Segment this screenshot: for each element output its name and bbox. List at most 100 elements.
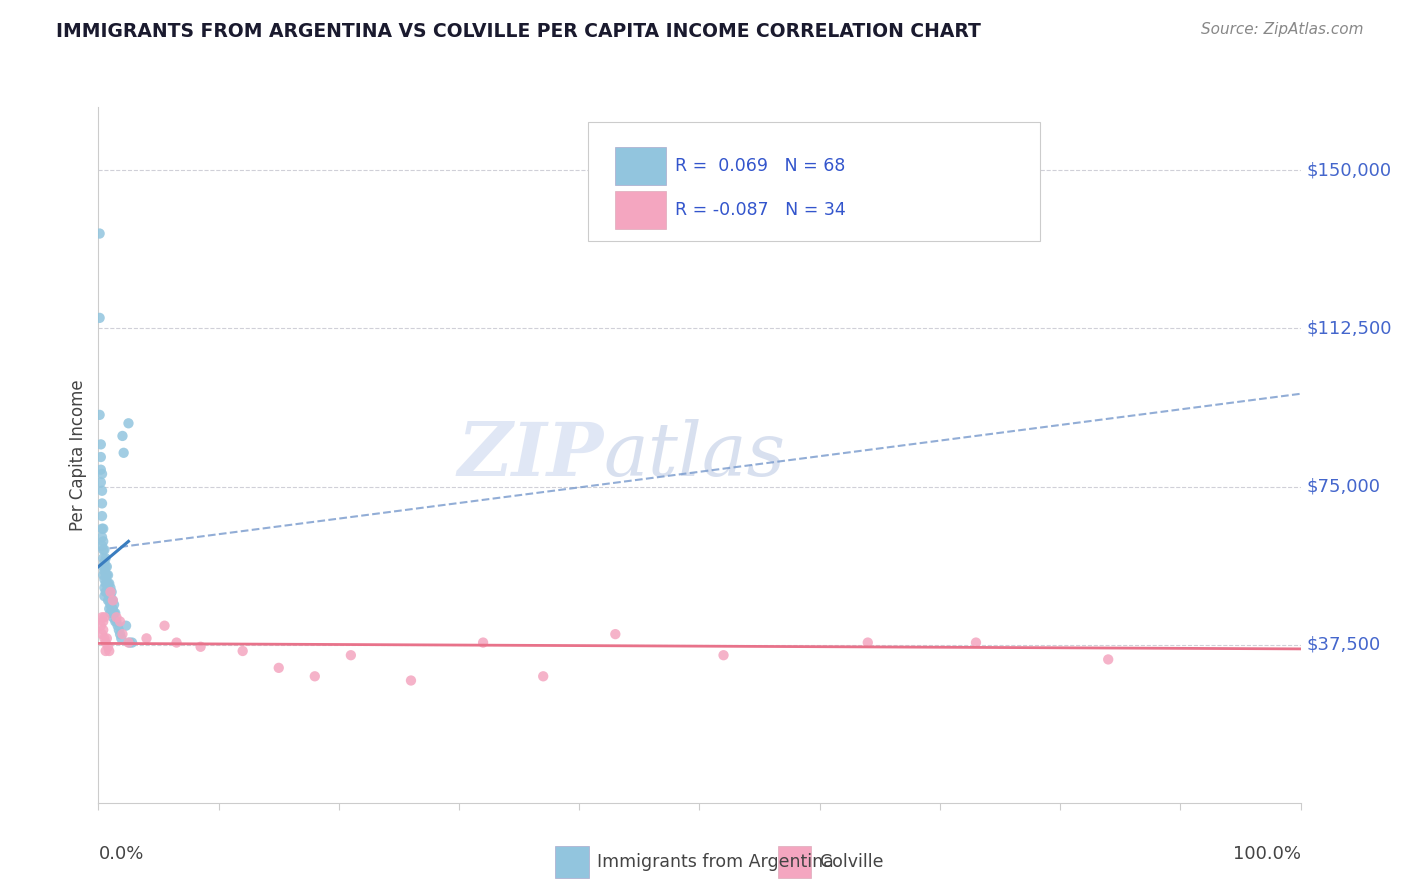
FancyBboxPatch shape bbox=[778, 847, 811, 878]
Point bbox=[110, 632, 132, 646]
Point bbox=[91, 483, 114, 498]
Point bbox=[97, 568, 120, 582]
Point bbox=[93, 572, 115, 586]
Point bbox=[91, 627, 114, 641]
Point bbox=[340, 648, 363, 663]
Point bbox=[100, 602, 122, 616]
Point bbox=[91, 496, 114, 510]
Text: IMMIGRANTS FROM ARGENTINA VS COLVILLE PER CAPITA INCOME CORRELATION CHART: IMMIGRANTS FROM ARGENTINA VS COLVILLE PE… bbox=[56, 22, 981, 41]
Text: Immigrants from Argentina: Immigrants from Argentina bbox=[598, 853, 834, 871]
Point bbox=[107, 618, 129, 632]
Point bbox=[100, 581, 122, 595]
Point bbox=[93, 542, 115, 557]
Point bbox=[96, 568, 118, 582]
Point bbox=[89, 227, 111, 241]
Point bbox=[90, 463, 112, 477]
Point bbox=[100, 585, 122, 599]
Point bbox=[117, 417, 139, 431]
Point bbox=[531, 669, 554, 683]
Point bbox=[94, 635, 117, 649]
Point bbox=[90, 450, 112, 464]
Point bbox=[89, 408, 111, 422]
Point bbox=[91, 610, 114, 624]
Point bbox=[96, 576, 118, 591]
Point bbox=[93, 589, 115, 603]
Point bbox=[91, 534, 114, 549]
Point bbox=[96, 585, 118, 599]
Point bbox=[93, 564, 115, 578]
Point bbox=[97, 585, 120, 599]
Point bbox=[91, 542, 114, 557]
Point bbox=[100, 598, 122, 612]
Point bbox=[105, 615, 128, 629]
Point bbox=[117, 635, 139, 649]
Point bbox=[104, 615, 127, 629]
Point bbox=[472, 635, 495, 649]
Point bbox=[101, 610, 124, 624]
FancyBboxPatch shape bbox=[616, 191, 666, 229]
Text: $150,000: $150,000 bbox=[1306, 161, 1392, 179]
Text: Source: ZipAtlas.com: Source: ZipAtlas.com bbox=[1201, 22, 1364, 37]
Point bbox=[111, 627, 134, 641]
Point bbox=[90, 437, 112, 451]
Point bbox=[190, 640, 212, 654]
Point bbox=[97, 576, 120, 591]
Point bbox=[399, 673, 422, 688]
Point bbox=[91, 539, 114, 553]
Point bbox=[111, 429, 134, 443]
Text: 100.0%: 100.0% bbox=[1233, 845, 1301, 863]
Point bbox=[965, 635, 987, 649]
Point bbox=[100, 593, 122, 607]
Point bbox=[94, 568, 117, 582]
Text: ZIP: ZIP bbox=[457, 418, 603, 491]
Point bbox=[103, 598, 125, 612]
Text: R =  0.069   N = 68: R = 0.069 N = 68 bbox=[675, 157, 846, 175]
Point bbox=[166, 635, 188, 649]
Point bbox=[96, 632, 118, 646]
Point bbox=[1097, 652, 1119, 666]
Text: Colville: Colville bbox=[820, 853, 883, 871]
Point bbox=[91, 551, 114, 566]
Point bbox=[304, 669, 326, 683]
Point bbox=[100, 606, 122, 620]
Point bbox=[91, 615, 114, 629]
Point bbox=[94, 585, 117, 599]
Point bbox=[98, 644, 121, 658]
Point bbox=[98, 576, 121, 591]
Point bbox=[135, 632, 157, 646]
Point bbox=[112, 446, 135, 460]
Point bbox=[93, 556, 115, 570]
Point bbox=[91, 559, 114, 574]
FancyBboxPatch shape bbox=[616, 147, 666, 186]
Point bbox=[93, 610, 115, 624]
Point bbox=[90, 618, 112, 632]
Point bbox=[108, 627, 131, 641]
Text: $37,500: $37,500 bbox=[1306, 636, 1381, 654]
FancyBboxPatch shape bbox=[555, 847, 589, 878]
Point bbox=[101, 593, 124, 607]
Point bbox=[94, 576, 117, 591]
Point bbox=[232, 644, 254, 658]
Point bbox=[93, 581, 115, 595]
Point bbox=[100, 589, 122, 603]
Point bbox=[93, 632, 115, 646]
Point bbox=[91, 623, 114, 637]
Point bbox=[97, 593, 120, 607]
Point bbox=[108, 615, 131, 629]
Point bbox=[91, 467, 114, 481]
Point bbox=[90, 475, 112, 490]
Point bbox=[94, 551, 117, 566]
Point bbox=[91, 522, 114, 536]
Point bbox=[713, 648, 735, 663]
Point bbox=[105, 610, 128, 624]
Point bbox=[98, 602, 121, 616]
Point bbox=[91, 568, 114, 582]
Point bbox=[101, 593, 124, 607]
Point bbox=[94, 644, 117, 658]
Point bbox=[108, 623, 131, 637]
Y-axis label: Per Capita Income: Per Capita Income bbox=[69, 379, 87, 531]
Point bbox=[96, 559, 118, 574]
FancyBboxPatch shape bbox=[588, 122, 1039, 242]
Point bbox=[89, 310, 111, 325]
Point bbox=[104, 606, 127, 620]
